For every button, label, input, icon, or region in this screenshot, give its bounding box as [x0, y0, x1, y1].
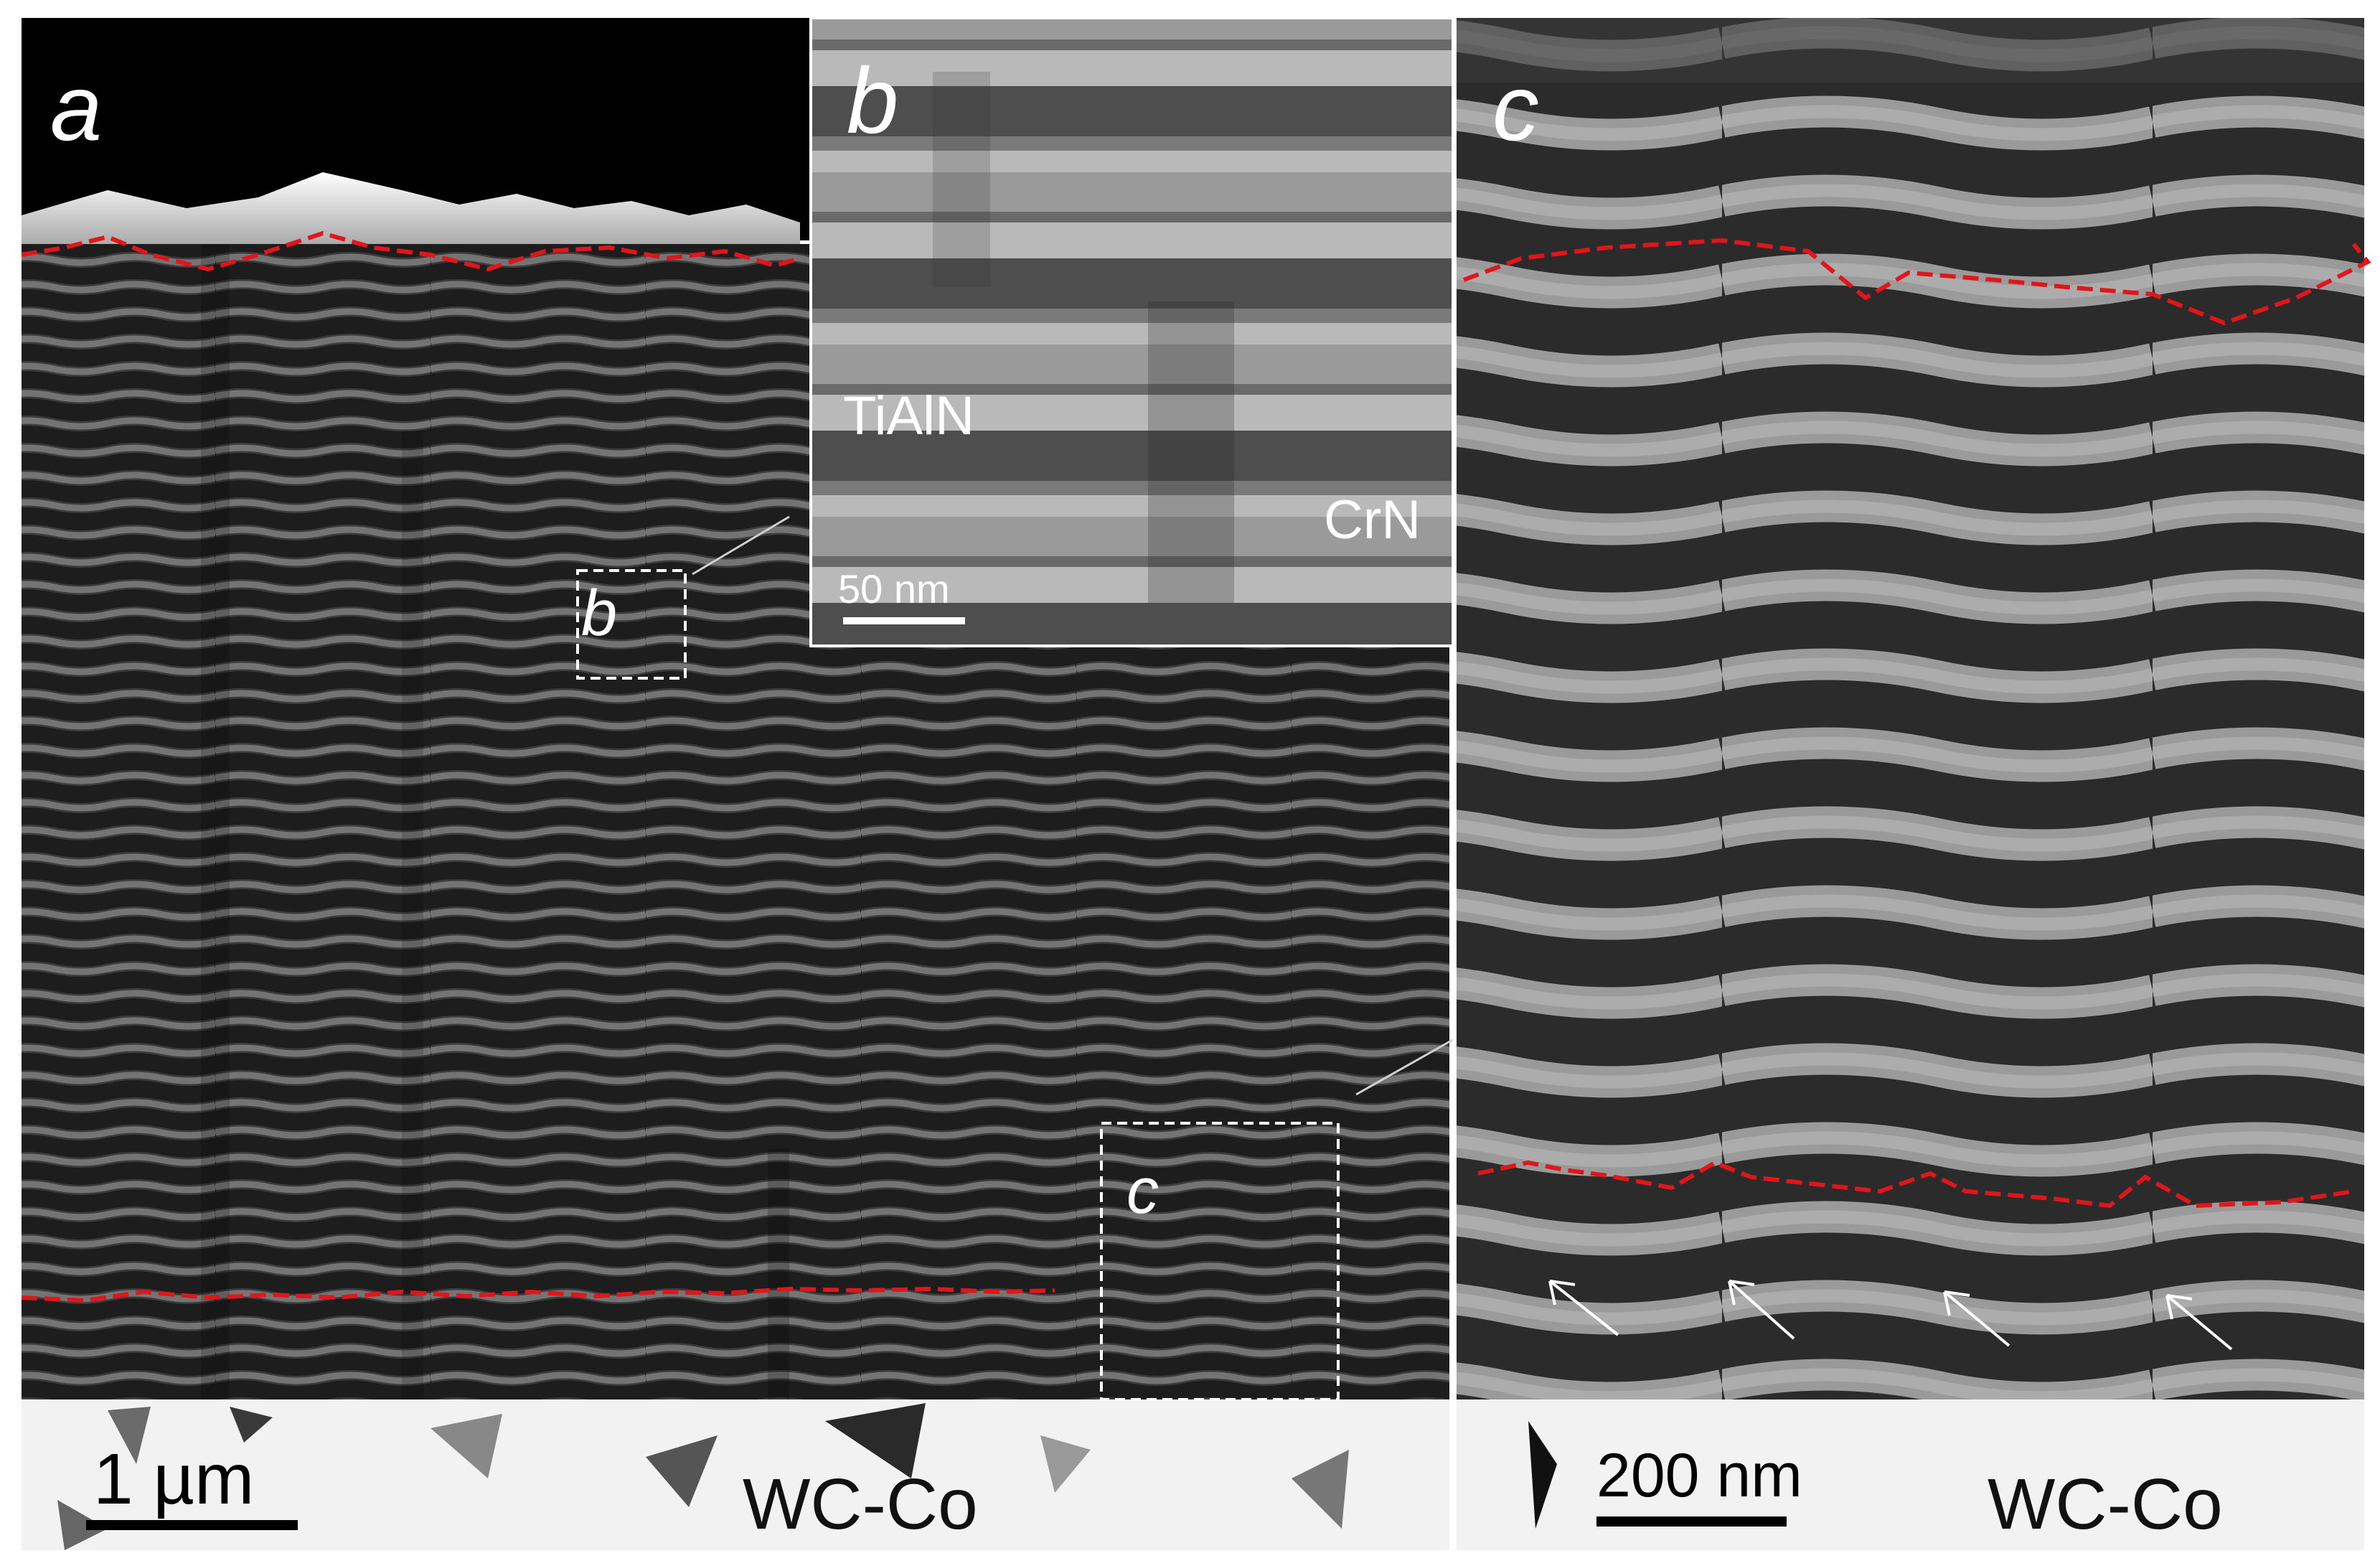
panel-a-top-interface [21, 230, 801, 272]
panel-c: c 200 nm WC-Co [1457, 18, 2371, 1550]
panel-b-label-tialn: TiAlN [843, 385, 974, 446]
panel-c-top-interface [1462, 238, 2371, 326]
panel-a-box-c-label: c [1126, 1155, 1159, 1227]
panel-c-letter: c [1492, 55, 1539, 160]
panel-c-arrows [1548, 1280, 2233, 1351]
panel-a-box-c [1100, 1122, 1340, 1401]
panel-a-box-b [576, 569, 687, 680]
panel-c-substrate-grain [1528, 1421, 1557, 1529]
panel-a-letter: a [50, 55, 102, 160]
panel-c-substrate-label: WC-Co [1988, 1464, 2223, 1544]
panel-b-image [809, 17, 1454, 647]
panel-a-box-b-label: b [581, 578, 617, 650]
panel-b: b TiAlN CrN 50 nm [809, 17, 1454, 647]
panel-a-arrow-to-b [692, 515, 790, 576]
panel-b-label-crn: CrN [1324, 489, 1421, 550]
panel-c-image [1457, 18, 2364, 1399]
panel-c-scale-label: 200 nm [1596, 1441, 1802, 1510]
panel-c-substrate [1457, 1399, 2364, 1550]
panel-a-substrate-label: WC-Co [743, 1464, 978, 1544]
panel-a-surface-cap [22, 172, 800, 258]
panel-a-substrate-grains [57, 1403, 1349, 1550]
panel-b-letter: b [847, 48, 898, 153]
panel-b-scale-label: 50 nm [838, 566, 950, 611]
panel-a-scale-label: 1 µm [93, 1439, 254, 1519]
panel-c-bottom-interface [1477, 1160, 2354, 1209]
panel-a-bottom-interface [21, 1286, 1055, 1303]
